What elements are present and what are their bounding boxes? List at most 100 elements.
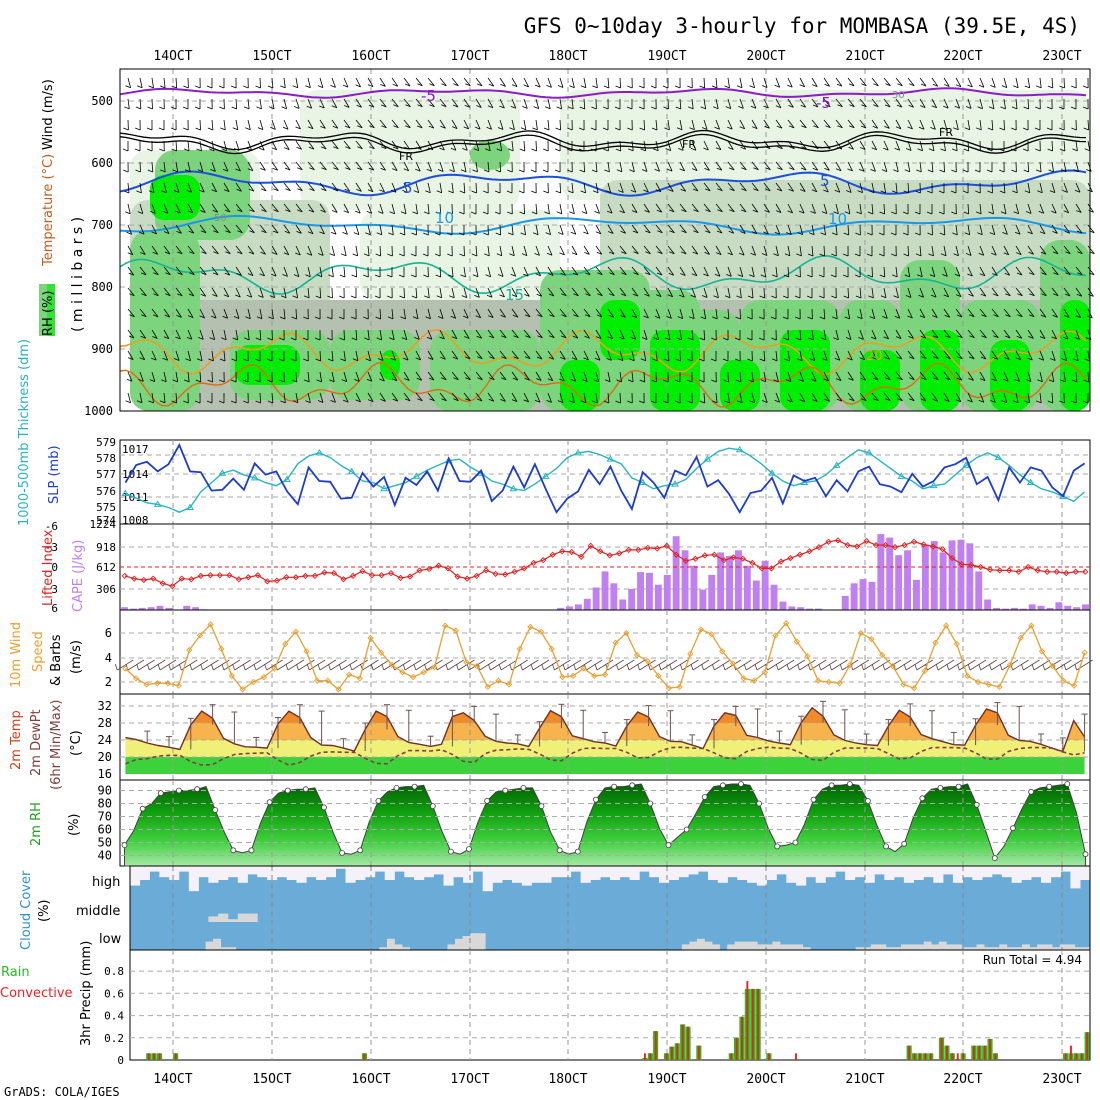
wind-barb [799,77,806,87]
wind-barb [535,98,540,109]
wind-barb-flag [846,190,852,193]
cloud-low-cell [976,944,985,950]
wind-barb-flag [860,147,866,150]
wind-barb-flag [353,232,360,235]
wind-barb [415,98,423,107]
wind-barb [1027,287,1035,296]
wind-barb-flag [389,211,395,215]
wind10-barb-flag [328,663,331,671]
wind-barb-flag [645,230,651,234]
cloud-low-cell [757,944,766,950]
wind-barb-flag [668,189,674,192]
wind-barb-flag [894,315,900,319]
cloud-low-cell [220,947,229,950]
thickness-marker [832,461,841,468]
wind-barb [463,119,470,130]
wind-barb [223,182,230,192]
wind-barb [559,77,564,88]
wind-barb-flag [944,377,951,381]
wind-barb-flag [1058,106,1065,110]
wind10-marker [154,680,161,687]
cloud-clear-cell [835,866,846,872]
wind-barb [163,392,166,403]
wind-barb-flag [615,85,621,89]
wind-barb [523,329,531,338]
wind-barb [1075,329,1080,340]
contour-label-20: 20 [866,349,883,364]
wind-barb [943,140,946,151]
wind-barb [595,371,599,382]
wind-barb-flag [871,147,877,151]
wind-barb-flag [1028,251,1034,255]
wind10-grid [120,610,1090,694]
wind10-barb [447,659,465,671]
wind-barb [331,98,338,108]
wind-barb [367,182,374,192]
wind-barb [859,350,866,360]
wind-barb [967,308,975,318]
wind-barb [763,224,769,235]
wind-barb [271,140,278,150]
wind-barb [1075,371,1078,383]
wind-barb [775,161,783,170]
wind-barb-flag [699,337,705,341]
wind-barb [199,308,205,319]
wind-barb [367,161,375,171]
wind-barb-flag [477,377,483,381]
cape-bar [761,560,769,610]
wind-barb [427,77,435,86]
wind-barb [1063,140,1066,152]
wind-barb [1075,266,1083,276]
wind-barb [583,245,590,255]
wind-barb-flag [188,230,194,234]
wind-barb [895,287,899,298]
wind-barb-flag [834,357,840,361]
ylabel-rh2m-unit: (%) [67,814,82,837]
wind-barb-flag [259,273,265,277]
ylabel-temp-b: 2m DewPt [29,709,44,776]
wind-barb [343,350,346,361]
wind-barb [139,371,144,382]
wind-barb [427,161,433,172]
wind-barb-flag [711,400,718,404]
wind-barb-flag [594,211,600,214]
wind-barb-flag [1012,190,1018,194]
cape-bar [1046,607,1054,610]
wind-barb-flag [687,400,693,404]
precip-convective-bar [919,1053,921,1060]
wind-barb-flag [872,377,879,381]
cloud-clear-cell [590,866,601,880]
wind-barb-flag [357,146,363,150]
wind-barb [403,203,407,214]
wind-barb-flag [429,104,435,108]
cloud-clear-cell [737,866,748,880]
rh2m-marker [248,847,255,854]
ylabel-thickness: 1000-500mb Thickness (dm) [17,339,32,526]
cloud-clear-cell [179,866,190,872]
cape-bar [1019,608,1027,610]
wind-barb-flag [1037,379,1043,383]
wind-barb-flag [537,335,543,339]
wind-barb-flag [176,315,182,318]
rh2m-marker [683,826,690,833]
wind-barb-flag [1017,314,1023,318]
li-marker [882,541,889,549]
wind-barb [559,371,565,382]
cloud-low-cell [780,944,788,950]
wind-barb-flag [819,316,825,320]
wind-barb-flag [651,379,657,383]
wind-barb [259,182,267,192]
wind-barb-flag [872,125,878,129]
wind-barb-flag [597,272,603,276]
wind-barb [427,392,435,401]
wind-barb [895,371,903,380]
wind-barb [511,98,517,109]
cape-bar [743,565,751,610]
y-tick-label: 80 [98,797,112,811]
wind-barb-flag [435,211,441,215]
wind-barb-flag [869,316,875,319]
wind-barb-flag [990,85,996,88]
wind-barb [631,224,639,234]
wind-barb-flag [543,148,549,152]
wind-barb [379,77,386,87]
